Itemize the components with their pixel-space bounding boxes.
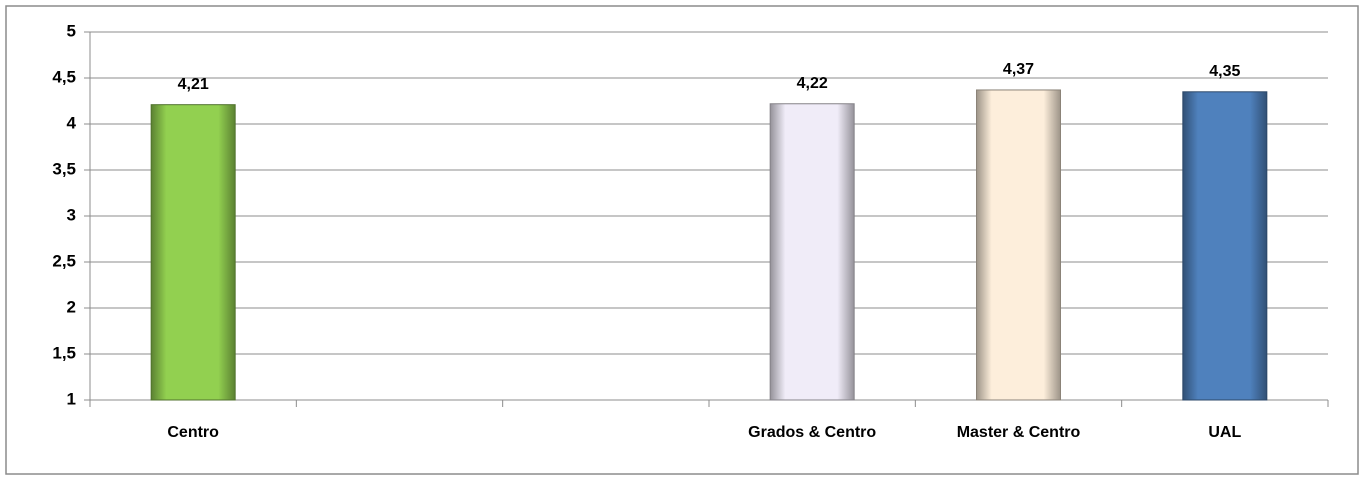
x-tick-label: Grados & Centro bbox=[748, 424, 876, 441]
y-tick-label: 3,5 bbox=[52, 159, 76, 178]
value-label: 4,35 bbox=[1209, 63, 1240, 80]
y-tick-label: 1,5 bbox=[52, 343, 76, 362]
y-tick-label: 5 bbox=[67, 21, 76, 40]
x-tick-label: Master & Centro bbox=[957, 424, 1081, 441]
value-label: 4,37 bbox=[1003, 61, 1034, 78]
x-tick-label: UAL bbox=[1208, 424, 1241, 441]
bar bbox=[150, 104, 236, 401]
bar bbox=[1182, 91, 1268, 401]
bar bbox=[769, 103, 855, 401]
y-tick-label: 2,5 bbox=[52, 251, 76, 270]
y-tick-label: 3 bbox=[67, 205, 76, 224]
y-tick-label: 4 bbox=[67, 113, 77, 132]
bar bbox=[976, 89, 1061, 401]
y-tick-label: 1 bbox=[67, 389, 76, 408]
y-tick-label: 2 bbox=[67, 297, 76, 316]
value-label: 4,21 bbox=[178, 76, 209, 93]
value-label: 4,22 bbox=[797, 75, 828, 92]
x-tick-label: Centro bbox=[167, 424, 219, 441]
y-tick-label: 4,5 bbox=[52, 67, 76, 86]
